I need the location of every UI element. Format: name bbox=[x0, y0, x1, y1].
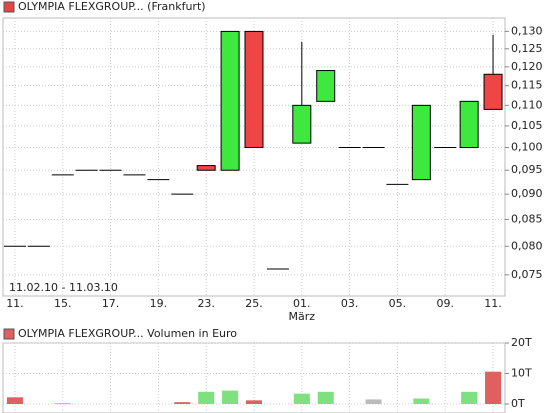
x-tick-label: 25. bbox=[245, 297, 263, 310]
legend-swatch bbox=[3, 1, 15, 13]
x-tick-label: 11. bbox=[484, 297, 502, 310]
candle-body bbox=[483, 73, 503, 110]
volume-bar bbox=[485, 371, 502, 404]
volume-bar bbox=[293, 393, 310, 404]
legend-swatch bbox=[3, 328, 15, 340]
volume-bar bbox=[198, 391, 215, 404]
y-tick-label: 20T bbox=[511, 336, 532, 349]
volume-bar bbox=[174, 402, 191, 404]
y-tick-label: 0,125 bbox=[511, 42, 543, 55]
x-tick-label: 11. bbox=[6, 297, 24, 310]
y-tick-label: 0,120 bbox=[511, 60, 543, 73]
date-range: 11.02.10 - 11.03.10 bbox=[9, 281, 118, 294]
y-tick-label: 0,130 bbox=[511, 24, 543, 37]
volume-bar bbox=[6, 397, 23, 404]
volume-bar bbox=[54, 403, 71, 404]
y-tick-label: 0,095 bbox=[511, 163, 543, 176]
candle-body bbox=[316, 70, 336, 102]
x-tick-label: 03. bbox=[341, 297, 359, 310]
x-tick-label: 17. bbox=[102, 297, 120, 310]
volume-bar bbox=[246, 400, 262, 404]
candle-body bbox=[459, 100, 479, 149]
x-tick-label: 09. bbox=[436, 297, 454, 310]
x-tick-label: 15. bbox=[54, 297, 72, 310]
x-tick-label: 19. bbox=[150, 297, 168, 310]
volume-bar bbox=[413, 398, 430, 404]
volume-bar bbox=[461, 391, 478, 404]
x-tick-label: 05. bbox=[389, 297, 407, 310]
volume-bar bbox=[365, 399, 382, 404]
volume-bar bbox=[317, 391, 334, 404]
candle-body bbox=[411, 104, 431, 181]
y-tick-label: 0,105 bbox=[511, 119, 543, 132]
y-tick-label: 0,080 bbox=[511, 239, 543, 252]
y-tick-label: 0,100 bbox=[511, 141, 543, 154]
y-tick-label: 0,110 bbox=[511, 98, 543, 111]
y-tick-label: 0T bbox=[511, 397, 525, 410]
candle-body bbox=[220, 30, 240, 171]
legend-label: OLYMPIA FLEXGROUP... (Frankfurt) bbox=[18, 0, 206, 13]
y-tick-label: 0,090 bbox=[511, 187, 543, 200]
x-tick-label: 23. bbox=[197, 297, 215, 310]
candle-body bbox=[244, 30, 264, 149]
volume-bar bbox=[222, 390, 239, 404]
y-tick-label: 10T bbox=[511, 367, 532, 380]
y-tick-label: 0,075 bbox=[511, 268, 543, 281]
month-label: März bbox=[289, 310, 316, 323]
candle-body bbox=[196, 165, 216, 171]
candle-body bbox=[292, 104, 312, 144]
y-tick-label: 0,085 bbox=[511, 212, 543, 225]
y-tick-label: 0,115 bbox=[511, 79, 543, 92]
legend-label: OLYMPIA FLEXGROUP... Volumen in Euro bbox=[18, 327, 237, 340]
x-tick-label: 01. bbox=[293, 297, 311, 310]
